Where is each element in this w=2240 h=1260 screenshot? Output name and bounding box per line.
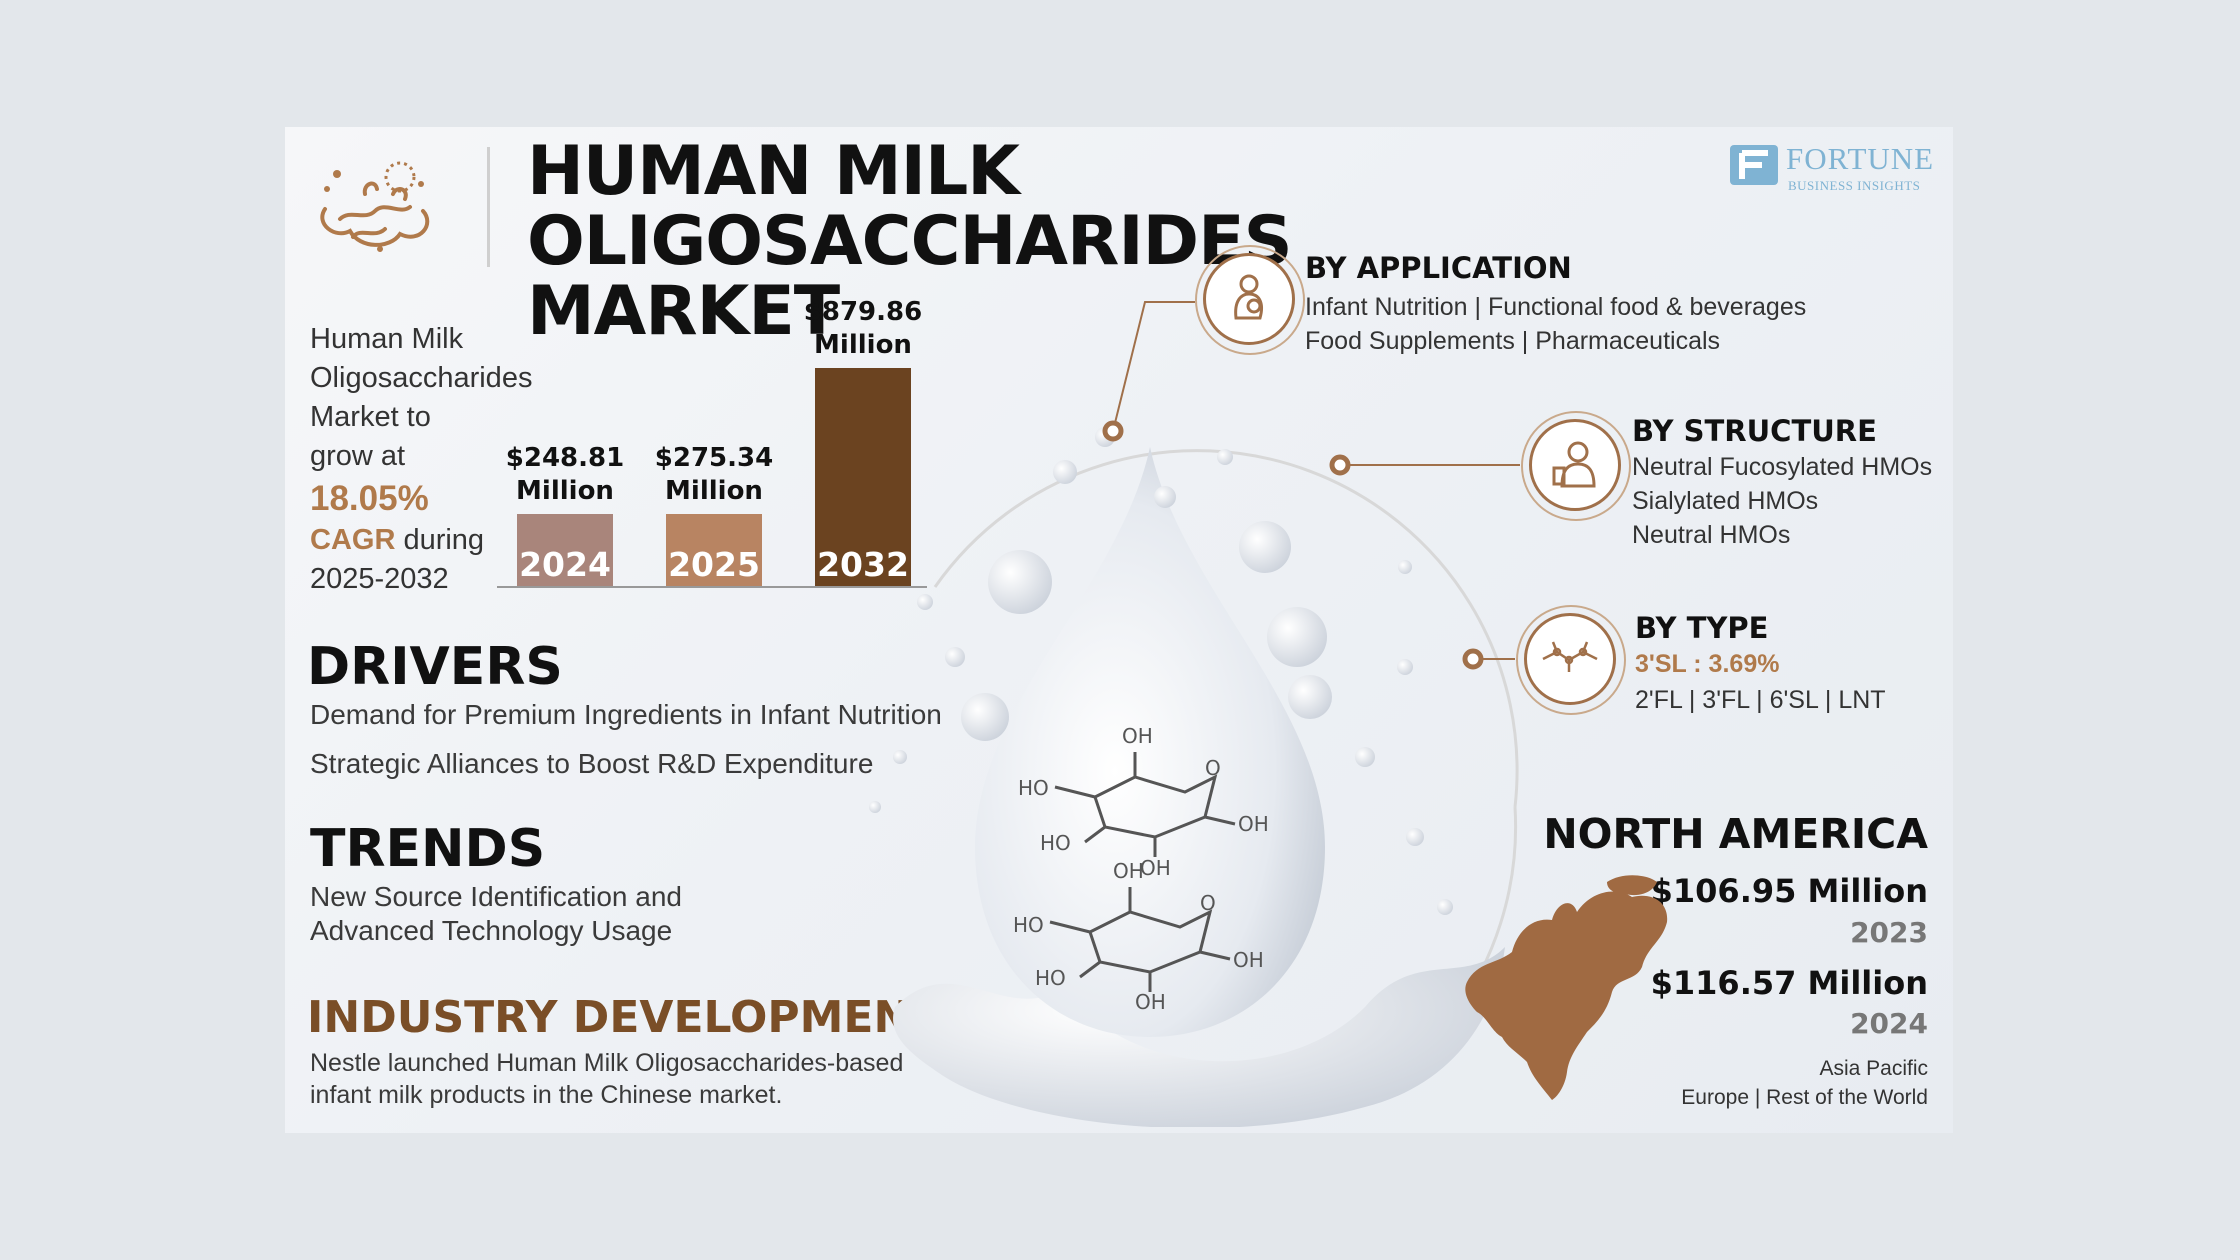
header-divider bbox=[487, 147, 490, 267]
application-heading: BY APPLICATION bbox=[1305, 251, 1572, 285]
industry-heading: INDUSTRY DEVELOPMENT bbox=[307, 992, 941, 1043]
cagr-value: 18.05% bbox=[310, 479, 429, 518]
chart-bar: 2024 bbox=[517, 514, 613, 586]
structure-heading: BY STRUCTURE bbox=[1632, 414, 1877, 448]
molecule-label: HO bbox=[1018, 776, 1049, 800]
connector-lines bbox=[1102, 301, 1520, 670]
bar-year-label: 2024 bbox=[519, 545, 611, 584]
ring-decoration bbox=[1516, 605, 1626, 715]
bar-year-label: 2032 bbox=[817, 545, 909, 584]
trend-line: Advanced Technology Usage bbox=[310, 915, 673, 946]
north-america-heading: NORTH AMERICA bbox=[1543, 810, 1928, 858]
ring-decoration bbox=[1521, 411, 1631, 521]
cagr-label: CAGR bbox=[310, 524, 396, 556]
bar-value-label: $879.86 Million bbox=[803, 297, 923, 360]
bar-value-label: $275.34 Million bbox=[654, 443, 774, 506]
splash-logo-icon bbox=[320, 161, 430, 252]
fortune-logo-icon bbox=[1730, 145, 1778, 185]
na-value-2024: $116.57 Million bbox=[1650, 964, 1928, 1002]
application-line: Food Supplements | Pharmaceuticals bbox=[1305, 327, 1721, 355]
driver-item: Demand for Premium Ingredients in Infant… bbox=[310, 699, 942, 730]
structure-item: Neutral HMOs bbox=[1632, 521, 1791, 549]
type-heading: BY TYPE bbox=[1635, 611, 1769, 645]
industry-line: infant milk products in the Chinese mark… bbox=[310, 1081, 783, 1109]
type-highlight: 3'SL : 3.69% bbox=[1635, 650, 1780, 678]
bar-value-label: $248.81 Million bbox=[505, 443, 625, 506]
type-line: 2'FL | 3'FL | 6'SL | LNT bbox=[1635, 686, 1886, 714]
na-value-2023: $106.95 Million bbox=[1650, 872, 1928, 910]
trends-heading: TRENDS bbox=[310, 819, 546, 879]
infographic-card: HUMAN MILK OLIGOSACCHARIDES MARKET FORTU… bbox=[285, 127, 1953, 1133]
cagr-summary: Human Milk Oligosaccharides Market to gr… bbox=[310, 323, 533, 595]
molecule-label: O bbox=[1200, 891, 1216, 915]
molecule-label: OH bbox=[1113, 859, 1144, 883]
na-year-2024: 2024 bbox=[1850, 1007, 1928, 1040]
molecule-label: HO bbox=[1035, 966, 1066, 990]
trend-line: New Source Identification and bbox=[310, 881, 682, 912]
chart-bar: 2032 bbox=[815, 368, 911, 586]
brand-name: FORTUNE bbox=[1786, 141, 1935, 176]
driver-item: Strategic Alliances to Boost R&D Expendi… bbox=[310, 748, 874, 779]
chart-baseline bbox=[497, 586, 927, 588]
molecule-label: OH bbox=[1238, 812, 1269, 836]
other-regions: Europe | Rest of the World bbox=[1681, 1086, 1928, 1109]
chart-bar: 2025 bbox=[666, 514, 762, 586]
molecule-label: O bbox=[1205, 756, 1221, 780]
molecule-label: HO bbox=[1040, 831, 1071, 855]
bar-year-label: 2025 bbox=[668, 545, 760, 584]
structure-item: Sialylated HMOs bbox=[1632, 487, 1819, 515]
page-title: HUMAN MILK OLIGOSACCHARIDES MARKET bbox=[527, 132, 1293, 351]
structure-item: Neutral Fucosylated HMOs bbox=[1632, 453, 1933, 481]
application-line: Infant Nutrition | Functional food & bev… bbox=[1305, 293, 1807, 321]
molecule-label: OH bbox=[1122, 724, 1153, 748]
brand-logo: FORTUNE BUSINESS INSIGHTS bbox=[1730, 141, 1935, 201]
other-regions: Asia Pacific bbox=[1819, 1057, 1928, 1080]
industry-line: Nestle launched Human Milk Oligosacchari… bbox=[310, 1049, 904, 1077]
mother-baby-icon bbox=[1203, 253, 1295, 345]
molecule-label: OH bbox=[1140, 856, 1171, 880]
drivers-heading: DRIVERS bbox=[307, 637, 563, 697]
milk-drop-illustration: OH HO O HO OH OH OH HO O HO OH OH bbox=[869, 427, 1519, 1127]
molecule-label: HO bbox=[1013, 913, 1044, 937]
brand-subtitle: BUSINESS INSIGHTS bbox=[1788, 178, 1921, 193]
molecule-label: OH bbox=[1135, 990, 1166, 1014]
na-year-2023: 2023 bbox=[1850, 916, 1928, 949]
molecule-label: OH bbox=[1233, 948, 1264, 972]
molecule-icon bbox=[1524, 613, 1616, 705]
scientist-icon bbox=[1529, 419, 1621, 511]
ring-decoration bbox=[1195, 245, 1305, 355]
north-america-map-icon bbox=[1465, 875, 1668, 1100]
